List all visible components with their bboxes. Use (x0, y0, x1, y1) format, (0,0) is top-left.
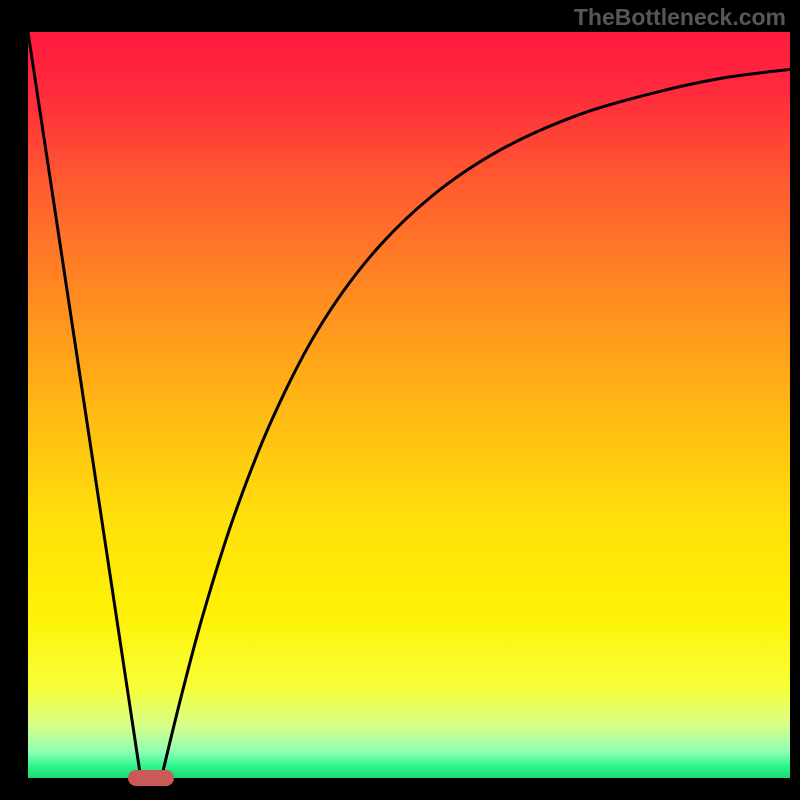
chart-plot-area (28, 32, 790, 778)
watermark-text: TheBottleneck.com (574, 4, 786, 31)
chart-frame: TheBottleneck.com (0, 0, 800, 800)
valley-marker (128, 770, 174, 786)
chart-svg (28, 32, 790, 778)
